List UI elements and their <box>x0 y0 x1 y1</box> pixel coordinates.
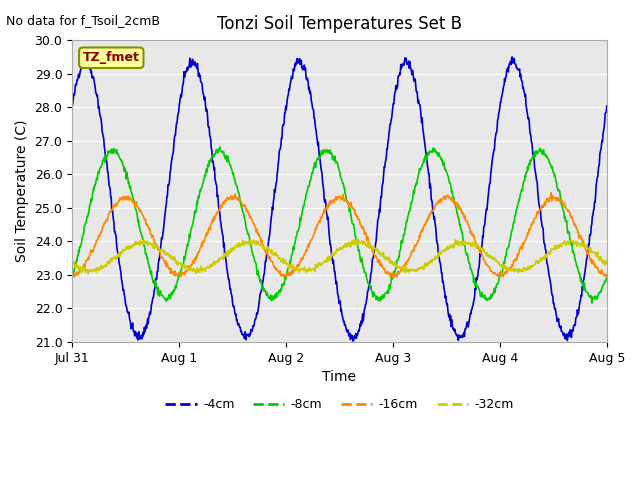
-8cm <box>436 153 444 159</box>
-4cm <box>123 305 131 311</box>
Line: -8cm: -8cm <box>72 147 607 303</box>
-8cm <box>486 297 493 302</box>
Line: -32cm: -32cm <box>72 240 607 274</box>
-16cm <box>603 272 611 278</box>
Line: -16cm: -16cm <box>72 193 607 277</box>
-32cm <box>354 237 362 242</box>
-8cm <box>285 265 292 271</box>
-4cm <box>603 103 611 109</box>
-32cm <box>124 244 131 250</box>
-4cm <box>349 338 357 344</box>
-32cm <box>496 262 504 268</box>
-8cm <box>68 272 76 277</box>
-4cm <box>436 259 444 265</box>
-32cm <box>486 253 494 259</box>
-32cm <box>84 271 92 276</box>
-32cm <box>603 260 611 266</box>
-16cm <box>436 200 444 205</box>
Line: -4cm: -4cm <box>72 57 607 341</box>
-8cm <box>305 183 312 189</box>
Text: TZ_fmet: TZ_fmet <box>83 51 140 64</box>
Legend: -4cm, -8cm, -16cm, -32cm: -4cm, -8cm, -16cm, -32cm <box>161 394 518 417</box>
-16cm <box>123 196 131 202</box>
-32cm <box>436 250 444 255</box>
-4cm <box>508 54 516 60</box>
-4cm <box>495 108 503 114</box>
-8cm <box>603 275 611 281</box>
-16cm <box>547 190 555 196</box>
Text: No data for f_Tsoil_2cmB: No data for f_Tsoil_2cmB <box>6 14 161 27</box>
-4cm <box>68 103 76 109</box>
-8cm <box>588 300 596 306</box>
-4cm <box>285 92 292 97</box>
-16cm <box>304 242 312 248</box>
-8cm <box>495 274 503 280</box>
-4cm <box>304 76 312 82</box>
-32cm <box>305 268 312 274</box>
Title: Tonzi Soil Temperatures Set B: Tonzi Soil Temperatures Set B <box>217 15 462 33</box>
-32cm <box>285 266 292 272</box>
X-axis label: Time: Time <box>323 370 356 384</box>
-16cm <box>486 264 493 270</box>
-16cm <box>285 269 292 275</box>
Y-axis label: Soil Temperature (C): Soil Temperature (C) <box>15 120 29 262</box>
-8cm <box>216 144 224 150</box>
-16cm <box>387 275 394 280</box>
-16cm <box>495 273 503 278</box>
-4cm <box>486 181 493 187</box>
-16cm <box>68 273 76 278</box>
-8cm <box>123 169 131 175</box>
-32cm <box>68 263 76 269</box>
